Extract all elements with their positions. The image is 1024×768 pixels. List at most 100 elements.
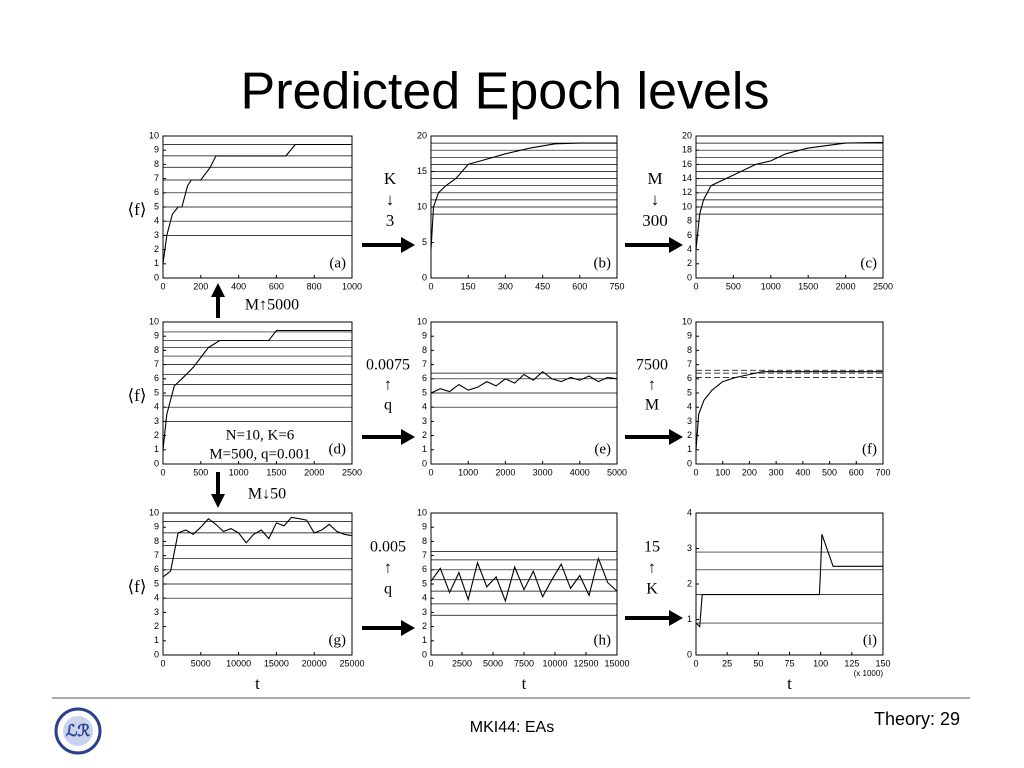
data-line (695, 371, 883, 450)
data-line (162, 516, 353, 578)
x-tick-label: 600 (849, 467, 864, 477)
x-tick-label: 200 (193, 281, 208, 291)
y-tick-label: 6 (422, 564, 427, 574)
y-tick-label: 4 (422, 593, 427, 603)
x-tick-label: 15000 (604, 658, 629, 668)
arrow-head (401, 429, 415, 445)
annotation: ↑ (648, 560, 656, 577)
x-tick-label: 450 (535, 281, 550, 291)
x-tick-label: 400 (795, 467, 810, 477)
y-tick-label: 12 (682, 187, 692, 197)
x-tick-label: 0 (693, 658, 698, 668)
x-axis-note: (x 1000) (854, 669, 884, 678)
svg-text:ℒℛ: ℒℛ (66, 723, 91, 740)
y-tick-label: 10 (149, 507, 159, 517)
x-tick-label: 300 (498, 281, 513, 291)
x-tick-label: 12500 (573, 658, 598, 668)
y-tick-label: 5 (687, 387, 692, 397)
y-tick-label: 5 (422, 578, 427, 588)
x-tick-label: 7500 (514, 658, 534, 668)
y-tick-label: 6 (687, 230, 692, 240)
y-tick-label: 4 (154, 402, 159, 412)
x-tick-label: 5000 (191, 658, 211, 668)
y-tick-label: 3 (154, 230, 159, 240)
arrow-head (211, 494, 225, 508)
data-line (430, 556, 618, 603)
y-tick-label: 10 (682, 201, 692, 211)
annotation: q (384, 581, 392, 598)
x-tick-label: 1000 (458, 467, 478, 477)
arrow-head (401, 237, 415, 253)
panel: 0 1 2 3 4 5 6 7 8 9 10 0 5000 10000 15000 20000 25000 (g)… (128, 507, 365, 693)
panel: 0 1 2 3 4 5 6 7 8 9 10 0 2500 5000 7500 10000 12500 15000… (417, 507, 630, 693)
y-tick-label: 10 (417, 316, 427, 326)
panel: 0 5 10 15 20 0 150 300 450 600 750 (b) (417, 130, 625, 291)
data-line (695, 141, 884, 250)
y-axis-label: ⟨f⟩ (128, 577, 147, 596)
y-tick-label: 5 (154, 387, 159, 397)
annotation: M↓50 (248, 486, 286, 503)
y-tick-label: 7 (422, 359, 427, 369)
panel-label: (g) (329, 632, 347, 648)
annotation: ↑ (648, 377, 656, 394)
x-tick-label: 5000 (483, 658, 503, 668)
panel: 0 1 2 3 4 0 25 50 75 100 125 150 (i) t (x 1000) (687, 507, 891, 693)
x-tick-label: 0 (693, 467, 698, 477)
annotation: ↓ (386, 190, 395, 209)
x-tick-label: 500 (726, 281, 741, 291)
x-tick-label: 75 (784, 658, 794, 668)
panel: 0 1 2 3 4 5 6 7 8 9 10 0 1000 2000 3000 4000 5000 (e) (417, 316, 627, 477)
x-tick-label: 150 (461, 281, 476, 291)
annotation: q (384, 397, 392, 414)
x-tick-label: 100 (813, 658, 828, 668)
y-tick-label: 6 (687, 373, 692, 383)
plot-frame (695, 512, 884, 656)
panel-label: (i) (863, 632, 877, 648)
x-tick-label: 2500 (452, 658, 472, 668)
x-tick-label: 125 (844, 658, 859, 668)
y-tick-label: 4 (154, 216, 159, 226)
y-tick-label: 8 (687, 216, 692, 226)
x-tick-label: 25000 (339, 658, 364, 668)
y-tick-label: 15 (417, 166, 427, 176)
y-tick-label: 7 (687, 359, 692, 369)
y-axis-label: ⟨f⟩ (128, 200, 147, 219)
y-tick-label: 20 (682, 130, 692, 140)
x-tick-label: 300 (769, 467, 784, 477)
x-tick-label: 200 (742, 467, 757, 477)
y-tick-label: 10 (682, 316, 692, 326)
y-tick-label: 9 (422, 522, 427, 532)
y-tick-label: 0 (687, 649, 692, 659)
x-tick-label: 0 (428, 467, 433, 477)
x-tick-label: 20000 (302, 658, 327, 668)
arrow-head (669, 429, 683, 445)
y-tick-label: 6 (154, 564, 159, 574)
annotation: ↑ (384, 377, 392, 394)
y-tick-label: 18 (682, 145, 692, 155)
y-tick-label: 8 (422, 345, 427, 355)
y-tick-label: 20 (417, 130, 427, 140)
y-tick-label: 1 (154, 258, 159, 268)
y-tick-label: 3 (687, 543, 692, 553)
y-tick-label: 4 (154, 593, 159, 603)
y-tick-label: 2 (154, 244, 159, 254)
y-tick-label: 3 (687, 416, 692, 426)
y-tick-label: 10 (417, 201, 427, 211)
x-tick-label: 600 (572, 281, 587, 291)
x-tick-label: 1000 (761, 281, 781, 291)
y-tick-label: 0 (154, 649, 159, 659)
y-tick-label: 9 (422, 331, 427, 341)
y-tick-label: 5 (154, 578, 159, 588)
x-tick-label: 50 (753, 658, 763, 668)
y-tick-label: 4 (422, 402, 427, 412)
x-tick-label: 0 (160, 658, 165, 668)
y-tick-label: 0 (422, 458, 427, 468)
y-tick-label: 4 (687, 244, 692, 254)
y-tick-label: 0 (687, 272, 692, 282)
x-tick-label: 15000 (264, 658, 289, 668)
x-tick-label: 0 (428, 281, 433, 291)
y-tick-label: 7 (154, 359, 159, 369)
y-tick-label: 6 (154, 373, 159, 383)
x-tick-label: 3000 (533, 467, 553, 477)
x-tick-label: 2000 (836, 281, 856, 291)
